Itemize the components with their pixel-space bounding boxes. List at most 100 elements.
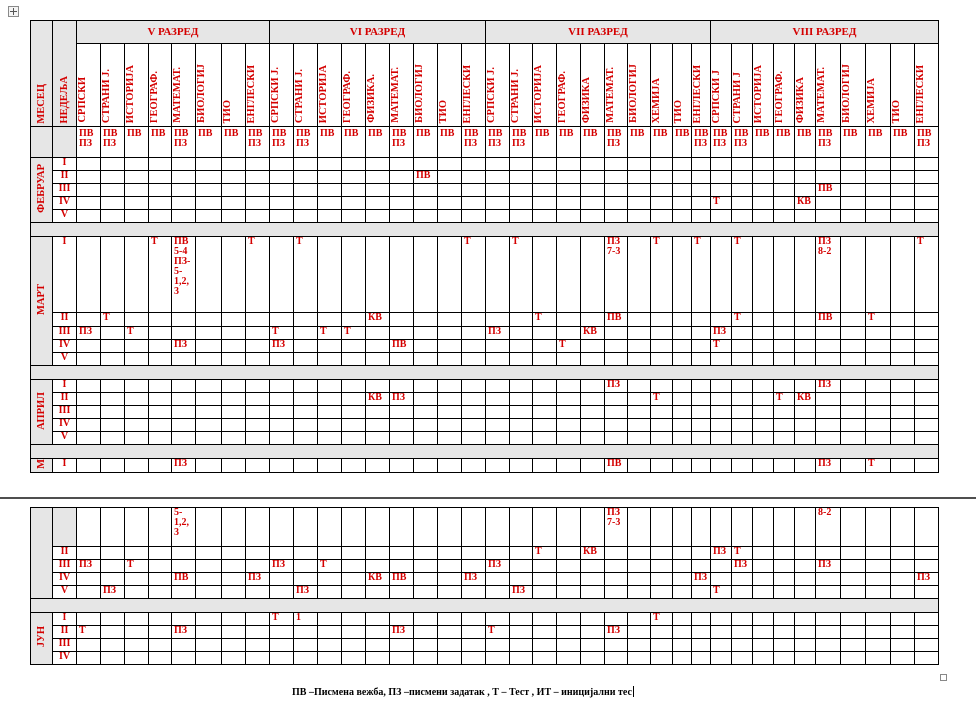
table-cell[interactable] <box>124 236 149 313</box>
table-cell[interactable] <box>731 585 753 599</box>
table-cell[interactable] <box>580 625 605 639</box>
table-cell[interactable] <box>509 209 533 223</box>
table-cell[interactable] <box>221 418 246 432</box>
table-cell[interactable] <box>221 507 246 547</box>
table-cell[interactable] <box>76 431 101 445</box>
table-cell[interactable] <box>76 183 101 197</box>
table-cell[interactable] <box>890 418 915 432</box>
table-cell[interactable] <box>691 183 711 197</box>
table-cell[interactable] <box>461 183 486 197</box>
table-cell[interactable] <box>752 625 774 639</box>
table-cell[interactable] <box>672 157 692 171</box>
table-cell[interactable] <box>389 651 414 665</box>
table-cell[interactable] <box>672 572 692 586</box>
table-cell[interactable]: Т <box>245 236 270 313</box>
table-cell[interactable] <box>580 507 605 547</box>
table-cell[interactable] <box>413 546 438 560</box>
table-cell[interactable] <box>815 546 841 560</box>
table-cell[interactable] <box>485 458 510 473</box>
table-cell[interactable]: Т <box>317 326 342 340</box>
table-cell[interactable] <box>245 431 270 445</box>
table-cell[interactable] <box>794 209 816 223</box>
table-cell[interactable] <box>413 638 438 652</box>
table-cell[interactable] <box>627 651 651 665</box>
table-cell[interactable] <box>890 546 915 560</box>
table-cell[interactable] <box>672 392 692 406</box>
table-cell[interactable] <box>171 546 196 560</box>
table-cell[interactable] <box>461 405 486 419</box>
table-cell[interactable] <box>269 625 294 639</box>
table-cell[interactable] <box>672 612 692 626</box>
table-cell[interactable] <box>269 431 294 445</box>
table-cell[interactable] <box>245 625 270 639</box>
table-cell[interactable] <box>76 405 101 419</box>
table-cell[interactable] <box>691 209 711 223</box>
table-cell[interactable] <box>890 507 915 547</box>
table-cell[interactable] <box>485 209 510 223</box>
table-cell[interactable] <box>604 392 628 406</box>
table-cell[interactable] <box>794 559 816 573</box>
table-cell[interactable] <box>221 236 246 313</box>
table-cell[interactable] <box>914 546 939 560</box>
table-cell[interactable] <box>269 418 294 432</box>
table-cell[interactable] <box>752 559 774 573</box>
table-cell[interactable] <box>389 183 414 197</box>
table-cell[interactable] <box>604 546 628 560</box>
table-cell[interactable] <box>556 612 581 626</box>
table-cell[interactable] <box>461 312 486 327</box>
table-cell[interactable] <box>815 170 841 184</box>
table-cell[interactable] <box>914 339 939 353</box>
table-cell[interactable] <box>532 625 557 639</box>
table-cell[interactable] <box>171 326 196 340</box>
table-cell[interactable] <box>914 405 939 419</box>
table-cell[interactable] <box>461 559 486 573</box>
table-cell[interactable] <box>195 507 222 547</box>
table-cell[interactable] <box>221 572 246 586</box>
table-cell[interactable] <box>341 339 366 353</box>
table-cell[interactable] <box>245 379 270 393</box>
table-cell[interactable] <box>556 392 581 406</box>
table-cell[interactable] <box>865 236 891 313</box>
table-cell[interactable] <box>532 236 557 313</box>
table-cell[interactable] <box>627 196 651 210</box>
table-cell[interactable] <box>148 405 172 419</box>
table-cell[interactable] <box>865 585 891 599</box>
table-cell[interactable]: Т <box>76 625 101 639</box>
table-cell[interactable] <box>221 326 246 340</box>
table-cell[interactable] <box>627 612 651 626</box>
table-cell[interactable] <box>485 183 510 197</box>
table-cell[interactable] <box>840 379 866 393</box>
table-cell[interactable] <box>389 458 414 473</box>
table-cell[interactable] <box>100 612 125 626</box>
table-cell[interactable] <box>773 196 795 210</box>
table-cell[interactable]: ПЗ 7-3 <box>604 507 628 547</box>
table-cell[interactable]: Т <box>124 559 149 573</box>
table-cell[interactable]: ПВ <box>389 339 414 353</box>
table-cell[interactable] <box>627 585 651 599</box>
table-cell[interactable] <box>532 651 557 665</box>
table-cell[interactable] <box>890 392 915 406</box>
table-resize-handle-icon[interactable] <box>940 674 947 681</box>
table-cell[interactable] <box>195 431 222 445</box>
table-cell[interactable] <box>773 157 795 171</box>
table-cell[interactable] <box>317 418 342 432</box>
table-cell[interactable] <box>461 170 486 184</box>
table-cell[interactable] <box>124 339 149 353</box>
table-cell[interactable] <box>509 651 533 665</box>
table-cell[interactable] <box>245 352 270 366</box>
table-cell[interactable] <box>773 572 795 586</box>
table-cell[interactable] <box>413 572 438 586</box>
table-cell[interactable]: КВ <box>580 546 605 560</box>
table-cell[interactable] <box>485 170 510 184</box>
table-cell[interactable] <box>731 157 753 171</box>
table-cell[interactable] <box>650 418 673 432</box>
table-cell[interactable] <box>815 339 841 353</box>
table-cell[interactable] <box>532 405 557 419</box>
table-cell[interactable] <box>914 379 939 393</box>
table-cell[interactable] <box>171 157 196 171</box>
table-cell[interactable]: Т <box>650 236 673 313</box>
table-cell[interactable] <box>461 196 486 210</box>
table-cell[interactable] <box>580 339 605 353</box>
table-cell[interactable] <box>413 392 438 406</box>
table-cell[interactable] <box>672 585 692 599</box>
